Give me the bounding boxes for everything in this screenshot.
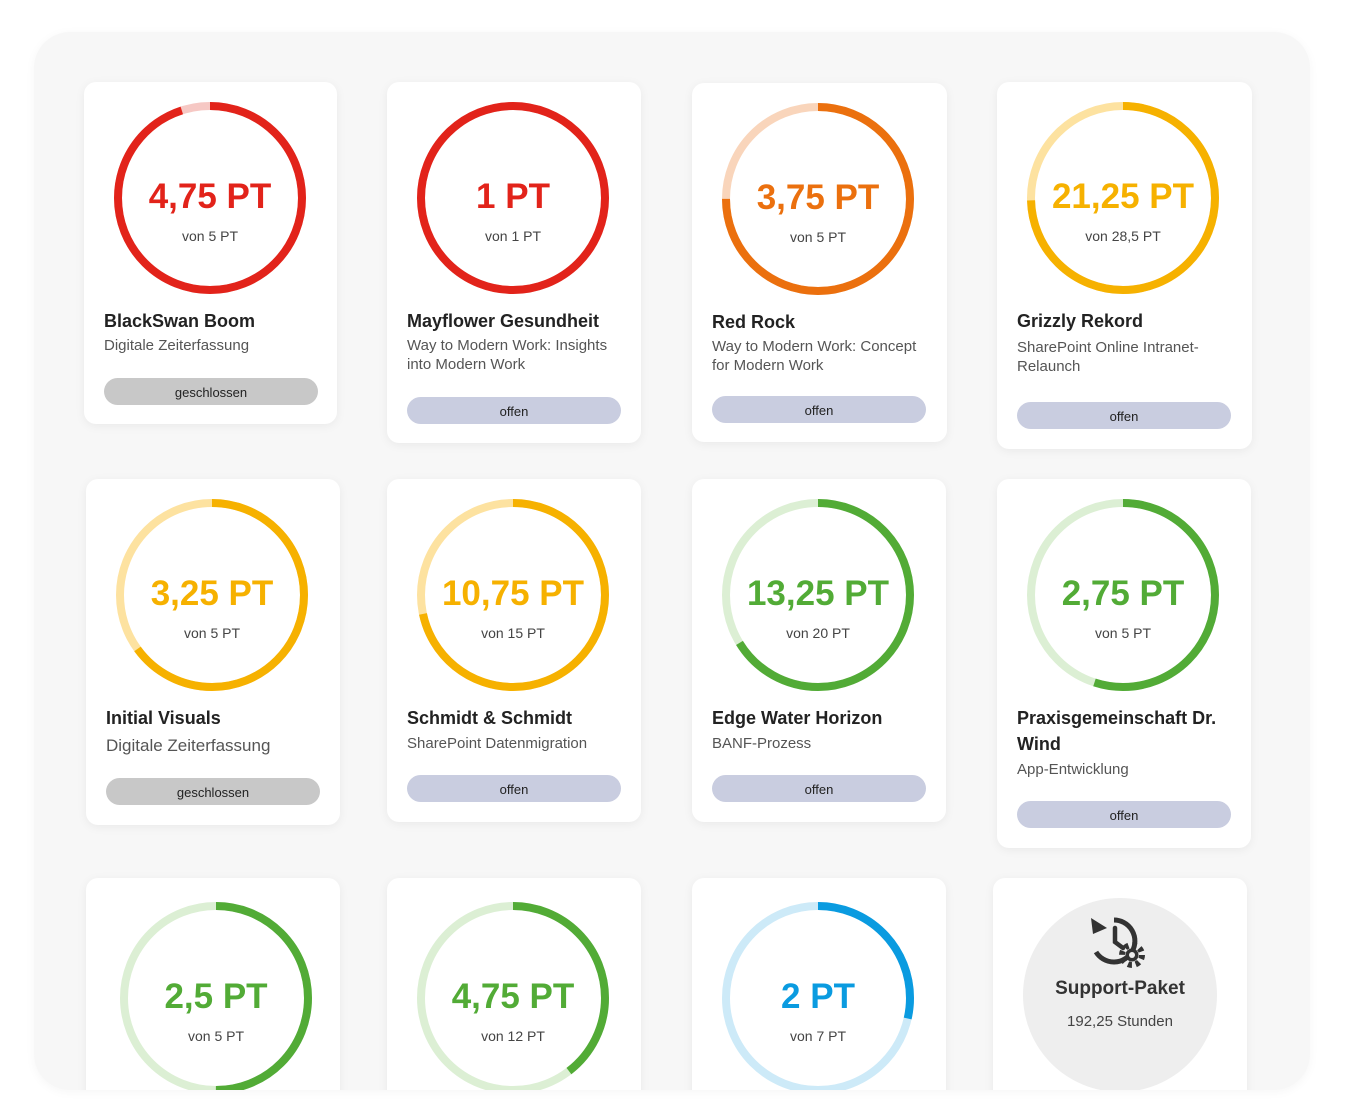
total-value: von 5 PT: [187, 1028, 245, 1044]
project-card[interactable]: 3,75 PT von 5 PT Red Rock Way to Modern …: [692, 83, 947, 442]
used-value: 2,75 PT: [1061, 574, 1185, 613]
used-value: 2,5 PT: [164, 977, 268, 1016]
used-value: 4,75 PT: [148, 177, 272, 216]
progress-ring: 4,75 PT von 5 PT: [110, 98, 310, 298]
support-title: Support-Paket: [1055, 978, 1185, 999]
total-value: von 5 PT: [181, 228, 239, 244]
project-subtitle: App-Entwicklung: [1017, 761, 1129, 778]
progress-ring: 13,25 PT von 20 PT: [718, 495, 918, 695]
project-title: Grizzly Rekord: [1017, 311, 1144, 331]
project-title: Red Rock: [712, 312, 796, 332]
support-package[interactable]: Support-Paket 192,25 Stunden: [1023, 898, 1217, 1090]
total-value: von 20 PT: [786, 625, 850, 641]
progress-ring: 21,25 PT von 28,5 PT: [1023, 98, 1223, 298]
total-value: von 12 PT: [481, 1028, 545, 1044]
used-value: 3,25 PT: [150, 574, 274, 613]
total-value: von 1 PT: [484, 228, 542, 244]
project-title: Edge Water Horizon: [712, 708, 883, 728]
project-card[interactable]: 2,75 PT von 5 PT Praxisgemeinschaft Dr. …: [997, 479, 1251, 848]
status-badge: offen: [407, 775, 621, 802]
project-card[interactable]: 13,25 PT von 20 PT Edge Water Horizon BA…: [692, 479, 946, 822]
status-badge: geschlossen: [104, 378, 318, 405]
project-subtitle: SharePoint Online Intranet-Relaunch: [1017, 339, 1199, 375]
progress-ring: 3,25 PT von 5 PT: [112, 495, 312, 695]
total-value: von 5 PT: [1094, 625, 1152, 641]
project-title: Praxisgemeinschaft Dr. Wind: [1017, 708, 1217, 754]
project-subtitle: Digitale Zeiterfassung: [106, 736, 271, 755]
status-badge: offen: [712, 775, 926, 802]
progress-ring: 3,75 PT von 5 PT: [718, 99, 918, 299]
project-subtitle: BANF-Prozess: [712, 735, 812, 752]
used-value: 3,75 PT: [756, 178, 880, 217]
progress-ring: 10,75 PT von 15 PT: [413, 495, 613, 695]
status-badge: offen: [407, 397, 621, 424]
progress-ring: 1 PT von 1 PT: [413, 98, 613, 298]
status-badge: offen: [1017, 402, 1231, 429]
project-card[interactable]: 4,75 PT von 5 PT BlackSwan Boom Digitale…: [84, 82, 337, 424]
project-card[interactable]: 4,75 PT von 12 PT: [387, 878, 641, 1090]
project-title: Initial Visuals: [106, 708, 221, 728]
history-gear-icon: [1091, 917, 1145, 968]
used-value: 21,25 PT: [1051, 177, 1195, 216]
progress-ring: 2,5 PT von 5 PT: [116, 898, 316, 1090]
used-value: 10,75 PT: [441, 574, 585, 613]
total-value: von 28,5 PT: [1085, 228, 1161, 244]
project-card[interactable]: 2,5 PT von 5 PT: [86, 878, 340, 1090]
project-subtitle: SharePoint Datenmigration: [407, 735, 588, 752]
project-subtitle: Way to Modern Work: Insights into Modern…: [407, 337, 608, 373]
used-value: 1 PT: [476, 177, 550, 216]
used-value: 4,75 PT: [451, 977, 575, 1016]
support-hours: 192,25 Stunden: [1067, 1013, 1173, 1030]
project-title: BlackSwan Boom: [104, 311, 256, 331]
project-card[interactable]: 2 PT von 7 PT: [692, 878, 946, 1090]
support-card[interactable]: Support-Paket 192,25 Stunden: [993, 878, 1247, 1090]
project-title: Schmidt & Schmidt: [407, 708, 573, 728]
total-value: von 5 PT: [183, 625, 241, 641]
total-value: von 15 PT: [481, 625, 545, 641]
project-subtitle: Digitale Zeiterfassung: [104, 337, 250, 354]
project-subtitle: Way to Modern Work: Concept for Modern W…: [712, 338, 917, 374]
project-card[interactable]: 21,25 PT von 28,5 PT Grizzly Rekord Shar…: [997, 82, 1252, 449]
project-card[interactable]: 3,25 PT von 5 PT Initial Visuals Digital…: [86, 479, 340, 825]
progress-ring: 2,75 PT von 5 PT: [1023, 495, 1223, 695]
used-value: 2 PT: [781, 977, 855, 1016]
progress-ring: 4,75 PT von 12 PT: [413, 898, 613, 1090]
used-value: 13,25 PT: [746, 574, 890, 613]
project-card[interactable]: 1 PT von 1 PT Mayflower Gesundheit Way t…: [387, 82, 641, 443]
status-badge: offen: [712, 396, 926, 423]
project-card[interactable]: 10,75 PT von 15 PT Schmidt & Schmidt Sha…: [387, 479, 641, 822]
progress-ring: 2 PT von 7 PT: [718, 898, 918, 1090]
total-value: von 7 PT: [789, 1028, 847, 1044]
dashboard-panel: 4,75 PT von 5 PT BlackSwan Boom Digitale…: [34, 32, 1310, 1090]
status-badge: geschlossen: [106, 778, 320, 805]
total-value: von 5 PT: [789, 229, 847, 245]
status-badge: offen: [1017, 801, 1231, 828]
project-title: Mayflower Gesundheit: [407, 311, 600, 331]
